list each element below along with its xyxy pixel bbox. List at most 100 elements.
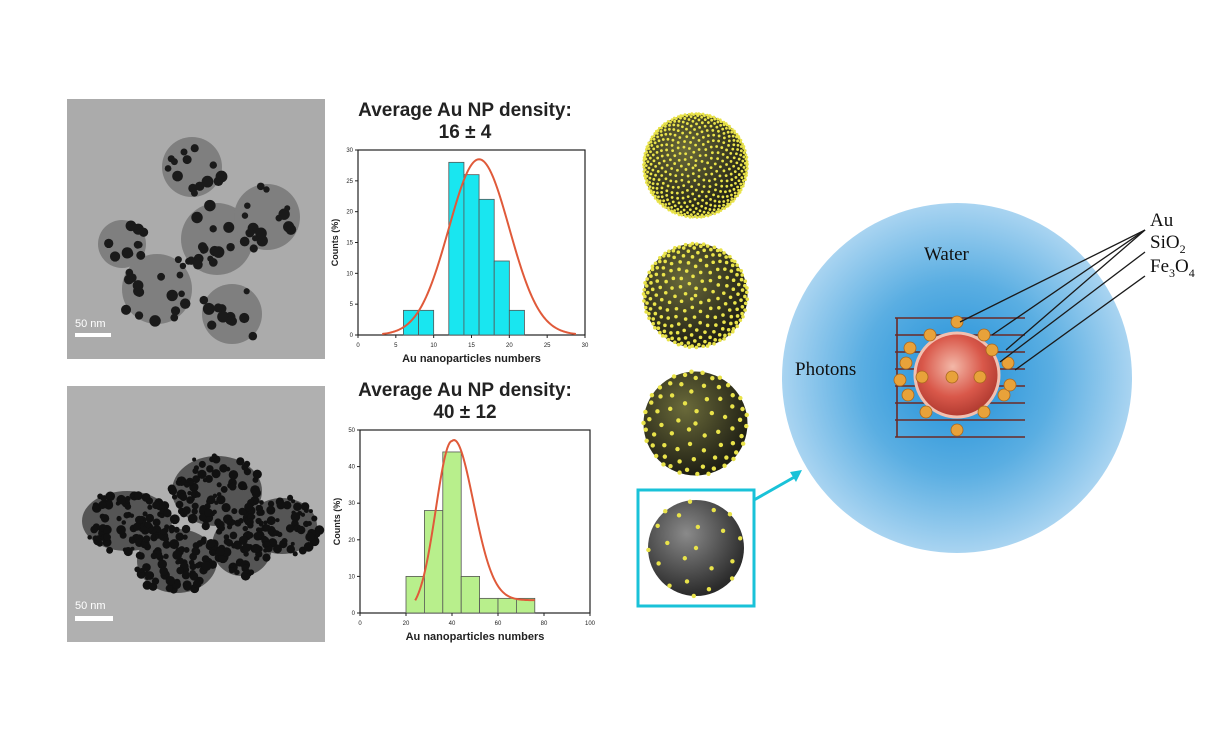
tem-particle [106, 493, 114, 501]
au-dot [737, 536, 743, 541]
au-dot [735, 314, 740, 318]
au-dot [665, 143, 669, 146]
tem-particle [197, 469, 207, 479]
au-dot [680, 213, 684, 217]
au-dot [728, 124, 731, 128]
au-dot [672, 255, 676, 260]
tem-particle [147, 504, 153, 510]
au-dot [668, 463, 673, 469]
au-dot [698, 270, 703, 275]
au-dot [717, 129, 720, 133]
au-dot [700, 115, 704, 119]
au-dot [698, 154, 702, 158]
au-dot [688, 200, 692, 203]
tem-particle [223, 514, 233, 524]
au-dot [711, 139, 715, 143]
au-dot [701, 143, 705, 146]
tem-particle [223, 534, 230, 540]
au-dot [686, 195, 690, 199]
au-dot [698, 335, 703, 340]
au-dot [741, 159, 745, 163]
au-dot [717, 139, 721, 143]
y-tick-label: 15 [346, 241, 353, 247]
tem-particle [190, 189, 198, 197]
au-dot [708, 208, 712, 211]
x-tick-label: 30 [582, 343, 589, 349]
legend-fe-text: Fe [1150, 256, 1169, 277]
tem-particle [251, 488, 262, 498]
au-dot [745, 155, 749, 159]
au-dot [705, 129, 709, 132]
tem-particle [206, 465, 214, 473]
au-nanoparticle [1001, 356, 1015, 370]
au-dot [700, 204, 704, 208]
y-axis-label: Counts (%) [332, 498, 342, 546]
y-tick-label: 20 [346, 210, 353, 216]
au-dot [684, 152, 688, 156]
au-dot [682, 372, 688, 378]
au-dot [684, 168, 688, 171]
au-dot [719, 190, 722, 193]
tem-particle [172, 550, 182, 560]
x-tick-label: 0 [356, 343, 360, 349]
au-dot [666, 184, 670, 188]
au-dot [687, 112, 691, 116]
au-dot [653, 141, 657, 145]
au-dot [737, 173, 741, 176]
au-dot [744, 153, 748, 157]
au-dot [669, 393, 675, 398]
tem-particle [209, 245, 220, 257]
scale-bar-label: 50 nm [75, 318, 106, 330]
au-dot [725, 284, 729, 288]
au-dot [652, 302, 657, 306]
au-dot [662, 199, 666, 203]
tem-particle [201, 175, 214, 188]
au-dot [671, 248, 676, 253]
tem-particle [195, 181, 205, 191]
au-dot [667, 300, 672, 305]
au-dot [685, 122, 689, 125]
au-dot [660, 126, 663, 130]
legend-sio2-sub: 2 [1179, 241, 1186, 256]
au-dot [736, 267, 740, 272]
au-dot [666, 198, 669, 202]
au-dot [740, 288, 745, 292]
au-nanoparticle [899, 356, 913, 370]
histogram-bar [493, 260, 510, 336]
au-dot [731, 134, 735, 138]
au-dot [652, 190, 656, 194]
au-dot [689, 115, 693, 118]
au-dot [664, 279, 668, 284]
au-dot [656, 169, 660, 173]
tem-particle [246, 518, 254, 526]
au-dot [677, 459, 682, 464]
au-dot [743, 279, 748, 284]
au-dot [678, 152, 682, 155]
tem-particle [193, 259, 203, 270]
au-dot [713, 212, 717, 216]
au-dot [668, 173, 672, 176]
au-dot [700, 464, 706, 469]
au-dot [736, 148, 740, 151]
au-dot [713, 338, 717, 342]
legend-o-text: O [1175, 256, 1189, 277]
tem-particle [314, 525, 325, 535]
au-dot [663, 334, 668, 338]
tem-particle [243, 288, 250, 295]
au-dot [668, 132, 672, 136]
tem-particle [225, 539, 234, 547]
au-dot [721, 127, 725, 131]
au-dot [703, 287, 707, 292]
au-dot [702, 185, 706, 188]
au-dot [681, 191, 684, 194]
au-dot [706, 587, 712, 592]
au-dot [660, 149, 663, 153]
au-dot [698, 320, 702, 325]
x-tick-label: 10 [430, 343, 437, 349]
au-dot [657, 161, 661, 165]
au-dot [698, 258, 703, 262]
au-dot [743, 294, 747, 299]
au-dot [670, 286, 674, 290]
au-dot [670, 143, 674, 147]
au-dot [669, 120, 672, 124]
